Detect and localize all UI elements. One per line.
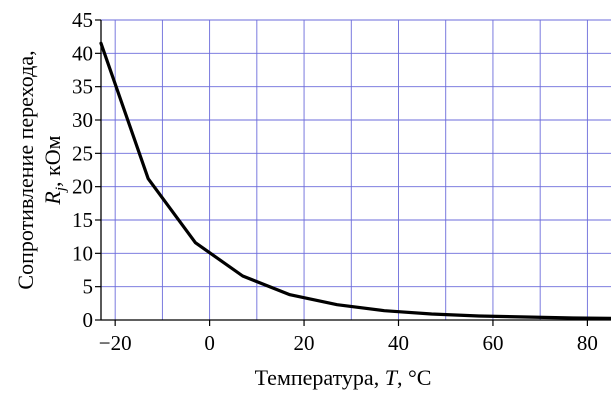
y-axis-label-subscript: j [53,187,69,193]
x-tick-label: 60 [482,331,503,355]
y-tick-label: 45 [72,8,93,32]
x-axis-label-symbol: T [385,365,399,390]
y-tick-label: 30 [72,108,93,132]
y-tick-label: 40 [72,41,93,65]
x-tick-label: −20 [99,331,132,355]
axis-labels: Температура, T, °С Сопротивление переход… [13,50,431,390]
y-tick-label: 5 [83,275,94,299]
y-tick-label: 35 [72,75,93,99]
y-axis-label-unit: , кОм [40,135,65,187]
y-tick-label: 0 [83,308,94,332]
x-axis-label: Температура, T, °С [255,365,432,390]
x-axis-label-part1: Температура, [255,365,385,390]
series-line [99,41,611,320]
y-tick-label: 25 [72,141,93,165]
series [99,41,611,320]
x-tick-label: 20 [294,331,315,355]
y-tick-label: 20 [72,175,93,199]
x-tick-label: 40 [388,331,409,355]
x-axis-label-unit: , °С [397,365,431,390]
grid [101,19,611,321]
y-axis-label-line1: Сопротивление перехода, [13,50,38,289]
x-tick-label: 0 [204,331,215,355]
y-tick-label: 10 [72,241,93,265]
y-axis-label: Сопротивление перехода, Rj, кОм [13,50,69,289]
x-tick-label: 80 [577,331,598,355]
y-tick-label: 15 [72,208,93,232]
y-axis-label-line2: Rj, кОм [40,135,69,205]
y-axis-label-symbol: R [40,191,65,206]
axes [100,20,611,321]
